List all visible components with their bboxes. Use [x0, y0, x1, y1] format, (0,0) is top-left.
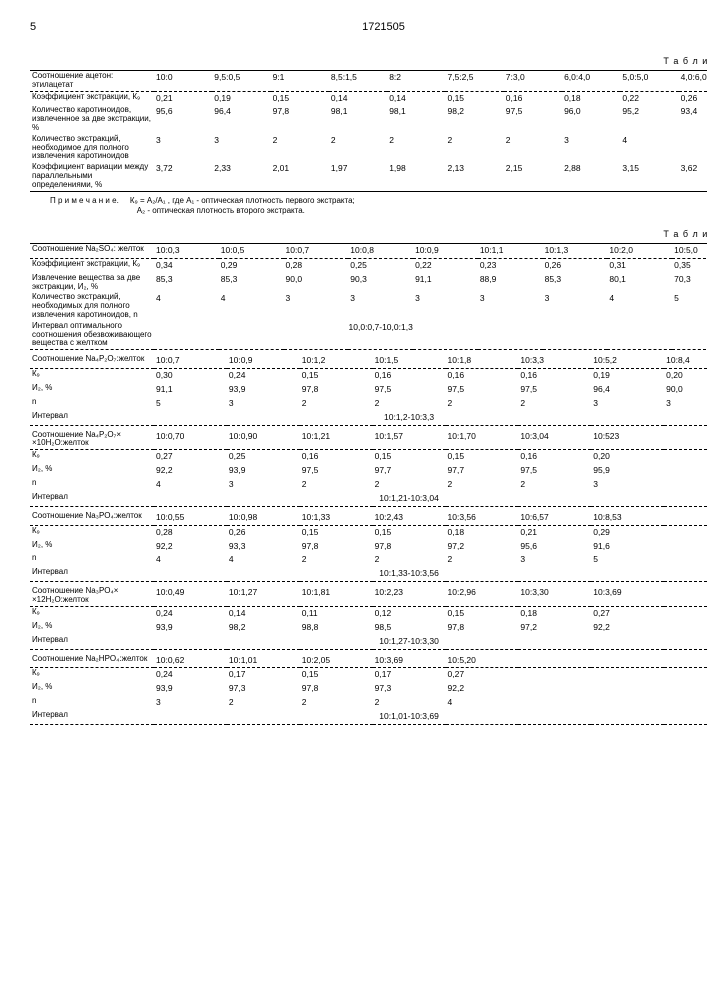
t1-ratio-label: Соотношение ацетон: этилацетат [30, 70, 154, 91]
table-row-label: Коэффициент экстракции, К₉ [30, 258, 154, 272]
table1-title: Т а б л и ц а 1 [30, 55, 707, 68]
table1: Соотношение ацетон: этилацетат 10:0 9,5:… [30, 70, 707, 192]
table-row-label: Количество экстракций, необходимых для п… [30, 292, 154, 320]
table-row-label: Количество каротиноидов, извлеченное за … [30, 105, 154, 133]
table-row-label: Коэффициент экстракции, К₉ [30, 91, 154, 105]
table2: Соотношение Na₂SO₄: желток 10:0,3 10:0,5… [30, 243, 707, 350]
patent-number: 1721505 [36, 20, 707, 35]
table-row-label: Извлечение вещества за две экстракции, И… [30, 273, 154, 293]
section-table: Соотношение Na₃PO₄:желток10:0,5510:0,981… [30, 511, 707, 582]
table1-note: П р и м е ч а н и е. К₉ = A₂/A₁ , где A₁… [50, 196, 707, 217]
table-row-label: Коэффициент вариации между параллельными… [30, 162, 154, 191]
section-table: Соотношение Na₃PO₄× ×12H₂O:желток10:0,49… [30, 586, 707, 649]
table2-title: Т а б л и ц а 2 [30, 228, 707, 241]
t2-ratio-label: Соотношение Na₂SO₄: желток [30, 244, 154, 259]
page-header: 5 1721505 6 [30, 20, 707, 35]
section-table: Соотношение Na₄P₂O₇:желток10:0,710:0,910… [30, 354, 707, 425]
section-table: Соотношение Na₂HPO₄:желток10:0,6210:1,01… [30, 654, 707, 725]
table-row-label: Количество экстракций, необходимое для п… [30, 134, 154, 162]
section-table: Соотношение Na₄P₂O₇× ×10H₂O:желток10:0,7… [30, 430, 707, 507]
